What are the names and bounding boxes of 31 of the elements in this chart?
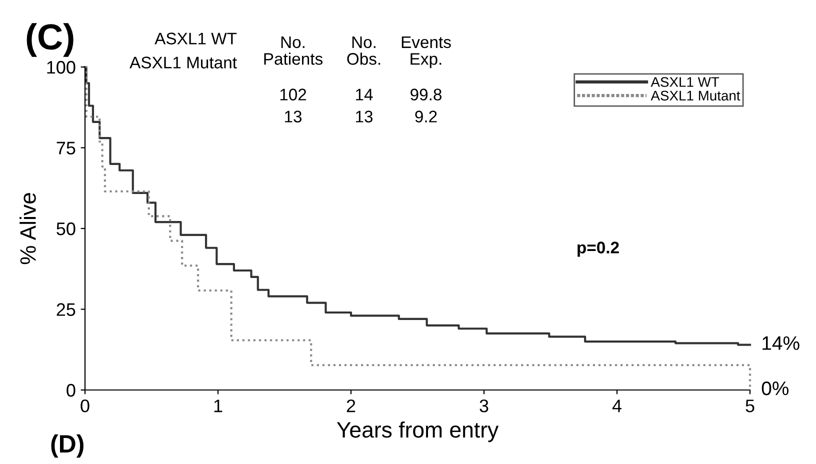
text: No. Obs. (347, 36, 380, 65)
y-tick-label: 0 (66, 384, 76, 397)
chart-title: (C) (26, 23, 74, 57)
legend-label: ASXL1 WT (650, 77, 720, 87)
x-tick-label: 1 (214, 400, 222, 412)
annotation: 102 (280, 88, 306, 100)
annotation: 0% (762, 381, 789, 396)
y-tick-label: 25 (56, 303, 76, 316)
text: (D) (51, 434, 84, 458)
y-tick-label: 100 (47, 60, 76, 74)
y-tick-label: 50 (56, 222, 76, 236)
text: No. Patients (264, 36, 323, 65)
x-tick-label: 3 (480, 400, 488, 412)
annotation: p=0.2 (578, 242, 619, 257)
y-tick-label: 75 (56, 142, 76, 154)
y-axis-title: % Alive (20, 193, 36, 264)
annotation: 9.2 (415, 110, 437, 122)
annotation: 14% (762, 336, 800, 350)
legend-label: ASXL1 Mutant (650, 90, 740, 101)
annotation: 13 (285, 110, 302, 122)
text: ASXL1 WT (154, 32, 237, 44)
annotation: 99.8 (410, 88, 442, 100)
annotation: Events Exp. (402, 36, 451, 68)
annotation: 14 (356, 88, 373, 100)
x-axis-title: Years from entry (336, 421, 499, 442)
annotation: ASXL1 Mutant (130, 56, 237, 68)
x-tick-label: 5 (746, 400, 754, 412)
annotation: 13 (356, 110, 373, 122)
x-tick-label: 0 (80, 400, 90, 412)
x-tick-label: 4 (612, 400, 622, 412)
x-tick-label: 2 (346, 400, 356, 412)
